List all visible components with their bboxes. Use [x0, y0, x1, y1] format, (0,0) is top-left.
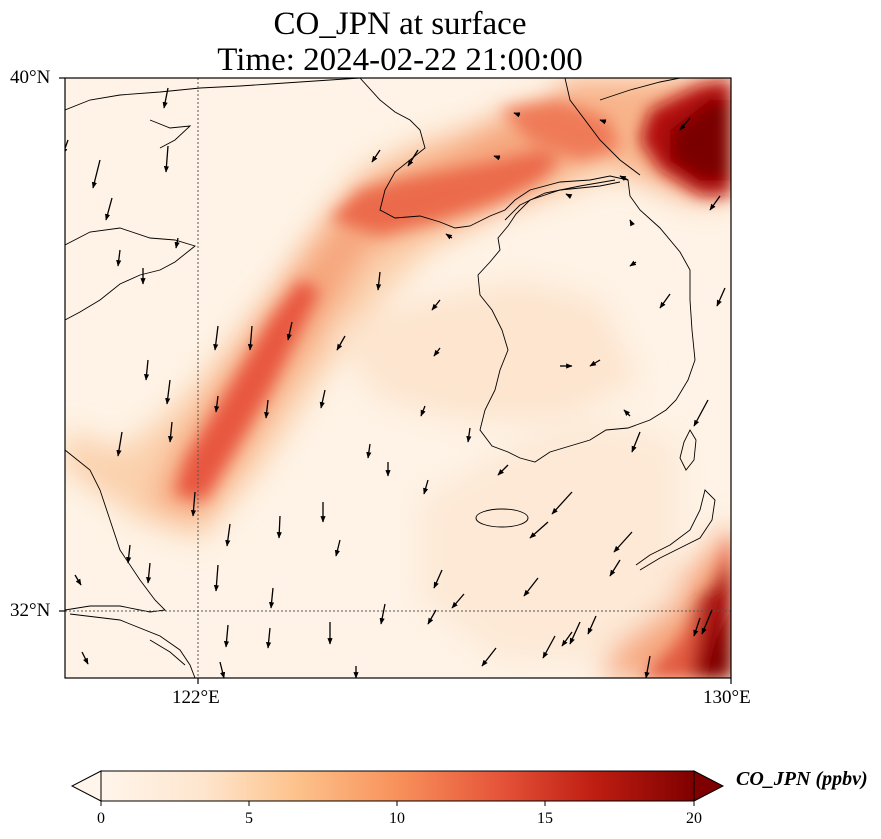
wind-arrow	[659, 293, 671, 309]
wind-arrow	[143, 359, 150, 381]
map-title-line-1: CO_JPN at surface	[273, 6, 527, 42]
wind-arrow	[629, 219, 635, 227]
wind-arrow	[247, 325, 254, 351]
wind-arrow	[145, 562, 152, 584]
wind-arrow	[91, 159, 101, 189]
wind-arrow	[286, 321, 293, 341]
wind-arrow	[423, 479, 429, 495]
wind-arrow	[268, 587, 275, 609]
wind-arrow	[561, 631, 573, 647]
wind-arrow	[631, 431, 641, 453]
wind-arrow	[319, 389, 326, 409]
wind-vectors	[65, 87, 726, 678]
wind-arrow	[371, 149, 381, 163]
wind-arrow	[529, 521, 549, 539]
wind-arrow	[613, 531, 633, 553]
wind-arrow	[167, 421, 174, 443]
wind-arrow	[376, 271, 382, 291]
wind-arrow	[445, 233, 453, 240]
wind-arrow	[551, 491, 573, 515]
wind-arrow	[105, 197, 113, 221]
wind-arrow	[466, 427, 472, 443]
wind-arrow	[523, 577, 539, 597]
wind-arrow	[569, 621, 581, 645]
wind-arrow	[276, 515, 282, 539]
wind-arrow	[431, 299, 441, 311]
wind-arrow	[451, 593, 465, 609]
colorbar-label: CO_JPN (ppbv)	[736, 768, 868, 790]
wind-arrow	[701, 609, 713, 635]
wind-arrow	[427, 609, 437, 625]
colorbar-tick-0: 0	[97, 810, 105, 827]
wind-arrow	[433, 347, 441, 357]
wind-arrow	[379, 603, 386, 625]
lon-label-122e: 122°E	[172, 687, 220, 708]
plot-frame	[64, 77, 732, 679]
wind-arrow	[481, 647, 497, 667]
colorbar-tick-15: 15	[537, 810, 553, 827]
wind-arrow	[644, 655, 651, 678]
lat-label-40n: 40°N	[10, 67, 51, 88]
wind-arrow	[589, 359, 601, 367]
wind-arrow	[619, 175, 629, 181]
wind-arrow	[334, 539, 341, 557]
wind-arrow	[587, 615, 597, 635]
wind-arrow	[165, 379, 171, 405]
colorbar-tick-20: 20	[686, 810, 702, 827]
wind-arrow	[679, 117, 691, 131]
wind-arrow	[542, 635, 556, 659]
wind-arrow	[629, 260, 637, 267]
gridlines	[65, 78, 731, 678]
lon-label-130e: 130°E	[703, 687, 751, 708]
wind-arrow	[163, 145, 170, 173]
wind-arrow	[126, 544, 132, 564]
wind-arrow	[265, 627, 272, 649]
wind-arrow	[433, 569, 443, 589]
coastlines	[65, 78, 716, 678]
wind-arrow	[116, 249, 122, 267]
axis-ticks	[59, 77, 732, 684]
lat-label-32n: 32°N	[10, 600, 51, 621]
wind-arrow	[407, 149, 419, 167]
wind-arrow	[264, 399, 270, 419]
wind-arrow	[214, 395, 220, 413]
wind-arrow	[609, 559, 621, 577]
wind-arrow	[599, 119, 607, 125]
wind-arrow	[219, 661, 226, 678]
wind-arrow	[74, 574, 82, 586]
wind-arrow	[223, 624, 230, 648]
wind-arrow	[565, 193, 573, 199]
colorbar-tick-10: 10	[389, 810, 405, 827]
colorbar-tick-5: 5	[245, 810, 253, 827]
wind-arrow	[716, 287, 726, 307]
wind-arrow	[420, 405, 426, 417]
map-title-line-2: Time: 2024-02-22 21:00:00	[217, 42, 583, 78]
wind-arrow	[497, 464, 509, 476]
wind-arrow	[513, 112, 521, 118]
wind-arrow	[709, 195, 721, 211]
wind-arrow	[190, 491, 197, 517]
wind-arrow	[162, 87, 169, 109]
wind-arrow	[693, 617, 701, 637]
wind-arrow	[693, 399, 709, 427]
wind-arrow	[623, 409, 631, 417]
wind-arrow	[225, 523, 231, 547]
wind-arrow	[116, 431, 123, 457]
wind-arrow	[493, 155, 501, 161]
wind-arrow	[366, 443, 372, 459]
wind-arrow	[213, 564, 220, 592]
concentration-field	[65, 78, 731, 678]
wind-arrow	[336, 335, 346, 351]
colorbar	[70, 770, 725, 806]
wind-arrow	[213, 325, 219, 351]
wind-arrow	[174, 237, 180, 249]
wind-arrow	[81, 651, 89, 665]
